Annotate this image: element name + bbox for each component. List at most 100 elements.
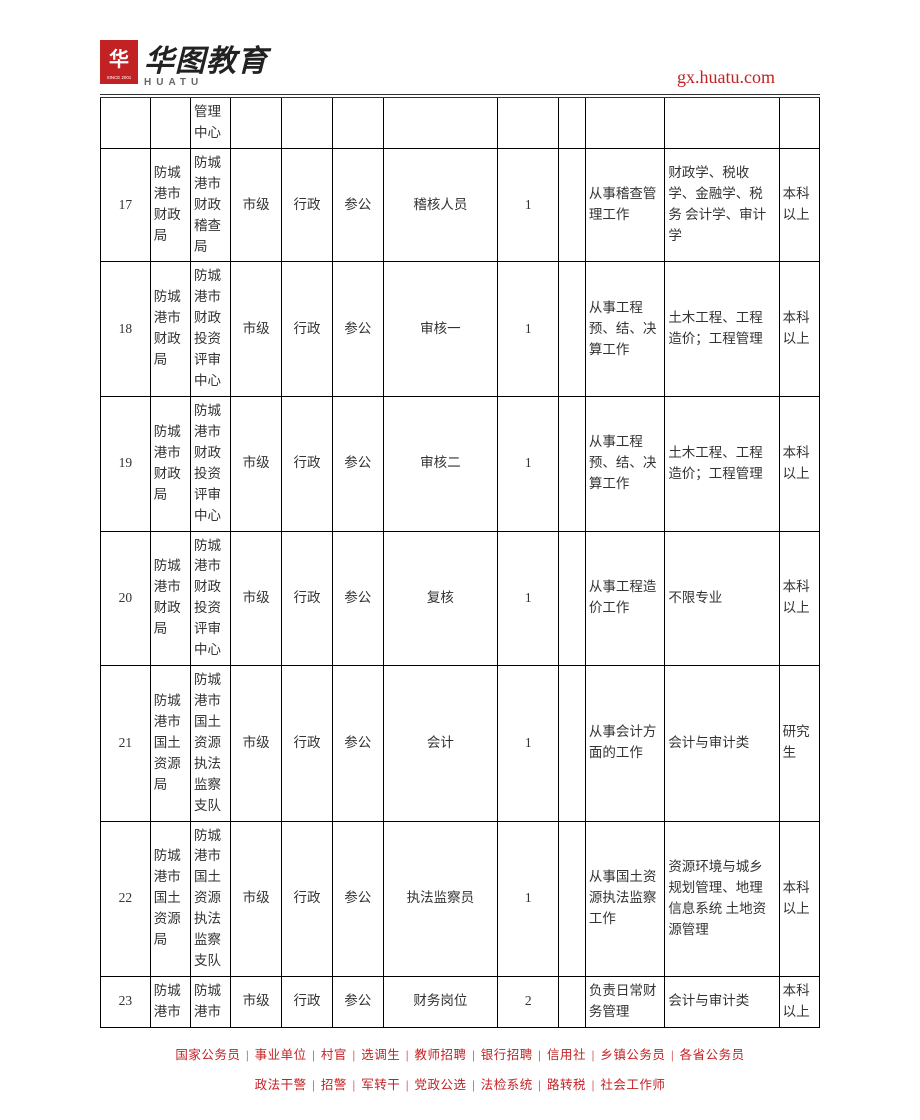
table-cell: 财务岗位: [383, 976, 497, 1027]
table-cell: 不限专业: [665, 531, 779, 666]
footer-link: 教师招聘: [414, 1048, 466, 1062]
footer-separator: |: [535, 1048, 545, 1062]
table-cell: 17: [101, 148, 151, 262]
table-row: 17防城港市财政局防城港市财政稽查局市级行政参公稽核人员1从事稽查管理工作财政学…: [101, 148, 820, 262]
footer-separator: |: [535, 1078, 545, 1092]
table-cell: 2: [498, 976, 559, 1027]
footer-link: 各省公务员: [680, 1048, 745, 1062]
table-cell: 市级: [231, 666, 282, 821]
footer-separator: |: [667, 1048, 677, 1062]
table-cell: 会计与审计类: [665, 666, 779, 821]
footer-separator: |: [469, 1078, 479, 1092]
table-cell: 行政: [282, 976, 333, 1027]
footer-separator: |: [349, 1048, 359, 1062]
table-cell: 负责日常财务管理: [585, 976, 664, 1027]
table-cell: [779, 98, 819, 148]
table-cell: 本科以上: [779, 262, 819, 397]
footer-separator: |: [402, 1078, 412, 1092]
table-cell: [559, 666, 585, 821]
positions-table: 管理中心17防城港市财政局防城港市财政稽查局市级行政参公稽核人员1从事稽查管理工…: [100, 98, 820, 1028]
table-cell: 参公: [332, 531, 383, 666]
table-cell: 本科以上: [779, 148, 819, 262]
table-cell: 参公: [332, 821, 383, 976]
table-cell: 19: [101, 396, 151, 531]
footer-separator: |: [309, 1078, 319, 1092]
page: 华图教育 HUATU gx.huatu.com 管理中心17防城港市财政局防城港…: [0, 0, 920, 1120]
footer-link: 政法干警: [255, 1078, 307, 1092]
table-cell: 市级: [231, 976, 282, 1027]
footer-separator: |: [469, 1048, 479, 1062]
table-cell: 会计与审计类: [665, 976, 779, 1027]
table-cell: [101, 98, 151, 148]
table-cell: 行政: [282, 821, 333, 976]
table-cell: 20: [101, 531, 151, 666]
table-cell: 防城港市国土资源执法监察支队: [191, 821, 231, 976]
table-cell: [559, 821, 585, 976]
table-cell: 执法监察员: [383, 821, 497, 976]
table-cell: 防城港市财政稽查局: [191, 148, 231, 262]
table-cell: 防城港市财政投资评审中心: [191, 396, 231, 531]
footer-links: 国家公务员 | 事业单位 | 村官 | 选调生 | 教师招聘 | 银行招聘 | …: [100, 1040, 820, 1100]
table-row: 管理中心: [101, 98, 820, 148]
table-cell: [332, 98, 383, 148]
table-cell: 本科以上: [779, 976, 819, 1027]
table-cell: 防城港市: [191, 976, 231, 1027]
table-cell: 1: [498, 666, 559, 821]
table-cell: 从事工程预、结、决算工作: [585, 396, 664, 531]
footer-link: 选调生: [361, 1048, 400, 1062]
table-cell: 1: [498, 396, 559, 531]
header-url: gx.huatu.com: [677, 67, 820, 88]
footer-link: 国家公务员: [175, 1048, 240, 1062]
table-cell: 行政: [282, 666, 333, 821]
table-row: 23防城港市防城港市市级行政参公财务岗位2负责日常财务管理会计与审计类本科以上: [101, 976, 820, 1027]
table-cell: 防城港市财政局: [150, 148, 190, 262]
table-cell: 市级: [231, 148, 282, 262]
footer-link: 信用社: [547, 1048, 586, 1062]
table-cell: 行政: [282, 148, 333, 262]
footer-link: 路转税: [547, 1078, 586, 1092]
table-cell: [585, 98, 664, 148]
footer-separator: |: [349, 1078, 359, 1092]
table-cell: 土木工程、工程造价；工程管理: [665, 262, 779, 397]
table-cell: 23: [101, 976, 151, 1027]
footer-link: 银行招聘: [481, 1048, 533, 1062]
table-cell: [559, 98, 585, 148]
table-cell: [559, 976, 585, 1027]
table-cell: [559, 531, 585, 666]
logo-text-en: HUATU: [144, 77, 268, 88]
table-cell: 从事工程预、结、决算工作: [585, 262, 664, 397]
table-cell: 防城港市财政投资评审中心: [191, 531, 231, 666]
table-cell: 资源环境与城乡规划管理、地理信息系统 土地资源管理: [665, 821, 779, 976]
table-cell: 行政: [282, 262, 333, 397]
table-cell: 行政: [282, 396, 333, 531]
table-cell: 防城港市财政局: [150, 262, 190, 397]
table-cell: 从事会计方面的工作: [585, 666, 664, 821]
logo-text-cn: 华图教育: [144, 36, 268, 80]
table-cell: 行政: [282, 531, 333, 666]
table-cell: [231, 98, 282, 148]
table-row: 20防城港市财政局防城港市财政投资评审中心市级行政参公复核1从事工程造价工作不限…: [101, 531, 820, 666]
table-cell: 市级: [231, 531, 282, 666]
table-cell: 市级: [231, 396, 282, 531]
table-cell: 复核: [383, 531, 497, 666]
table-cell: 参公: [332, 262, 383, 397]
footer-link: 社会工作师: [600, 1078, 665, 1092]
table-cell: 参公: [332, 666, 383, 821]
table-cell: 防城港市财政局: [150, 396, 190, 531]
table-cell: 防城港市国土资源执法监察支队: [191, 666, 231, 821]
table-cell: 21: [101, 666, 151, 821]
table-cell: 从事国土资源执法监察工作: [585, 821, 664, 976]
table-cell: 防城港市财政投资评审中心: [191, 262, 231, 397]
table-cell: 本科以上: [779, 396, 819, 531]
table-row: 21防城港市国土资源局防城港市国土资源执法监察支队市级行政参公会计1从事会计方面…: [101, 666, 820, 821]
table-cell: [150, 98, 190, 148]
footer-line-2: 政法干警 | 招警 | 军转干 | 党政公选 | 法检系统 | 路转税 | 社会…: [100, 1070, 820, 1100]
footer-line-1: 国家公务员 | 事业单位 | 村官 | 选调生 | 教师招聘 | 银行招聘 | …: [100, 1040, 820, 1070]
footer-link: 招警: [321, 1078, 347, 1092]
table-cell: 22: [101, 821, 151, 976]
footer-separator: |: [309, 1048, 319, 1062]
table-cell: 审核一: [383, 262, 497, 397]
table-cell: [383, 98, 497, 148]
logo: 华图教育 HUATU: [100, 36, 268, 88]
table-cell: 参公: [332, 976, 383, 1027]
